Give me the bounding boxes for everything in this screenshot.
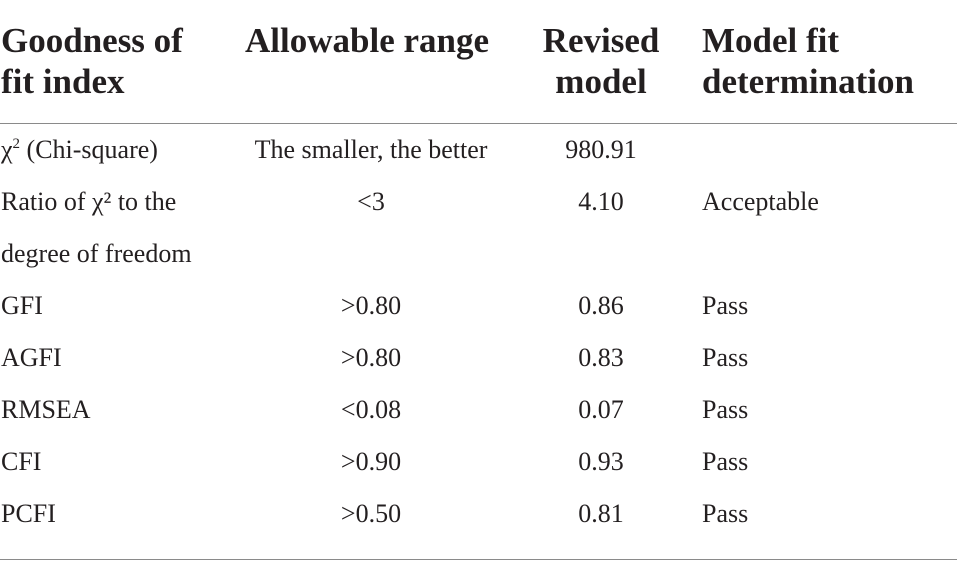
row-range: >0.90 <box>340 447 402 476</box>
row-value: 0.93 <box>578 447 624 476</box>
row-value: 0.83 <box>578 343 624 372</box>
row-determination: Pass <box>702 499 749 528</box>
header-revised-model: Revised model <box>542 21 660 101</box>
row-value: 4.10 <box>578 187 624 216</box>
row-value: 0.86 <box>578 291 624 320</box>
row-index: PCFI <box>1 499 56 528</box>
row-index: CFI <box>1 447 42 476</box>
row-determination: Pass <box>702 343 749 372</box>
row-index: AGFI <box>1 343 62 372</box>
row-determination: Pass <box>702 395 749 424</box>
row-value: 0.81 <box>578 499 624 528</box>
row-determination: Pass <box>702 447 749 476</box>
row-range: <3 <box>357 187 385 216</box>
row-determination: Acceptable <box>702 187 819 216</box>
row-index-line-2: degree of freedom <box>1 239 192 268</box>
row-range: The smaller, the better <box>254 135 488 164</box>
chi-label: (Chi-square) <box>26 135 158 164</box>
chi-symbol: χ <box>1 135 13 164</box>
table-header: Goodness of fit index Allowable range Re… <box>0 0 957 124</box>
row-index: χ2 (Chi-square) <box>1 124 158 176</box>
row-range: >0.50 <box>340 499 402 528</box>
row-range: >0.80 <box>340 291 402 320</box>
row-value: 0.07 <box>578 395 624 424</box>
row-index: RMSEA <box>1 395 91 424</box>
header-goodness-of-fit-index: Goodness of fit index <box>1 21 183 101</box>
row-determination: Pass <box>702 291 749 320</box>
row-index: Ratio of χ² to the degree of freedom <box>1 176 192 280</box>
row-index: GFI <box>1 291 43 320</box>
row-index-line-1: Ratio of χ² to the <box>1 187 177 216</box>
chi-superscript: 2 <box>12 136 21 152</box>
bottom-rule <box>0 559 957 560</box>
header-model-fit-determination: Model fit determination <box>702 21 914 101</box>
row-value: 980.91 <box>565 135 637 164</box>
header-allowable-range: Allowable range <box>245 21 490 60</box>
row-range: <0.08 <box>340 395 402 424</box>
row-range: >0.80 <box>340 343 402 372</box>
